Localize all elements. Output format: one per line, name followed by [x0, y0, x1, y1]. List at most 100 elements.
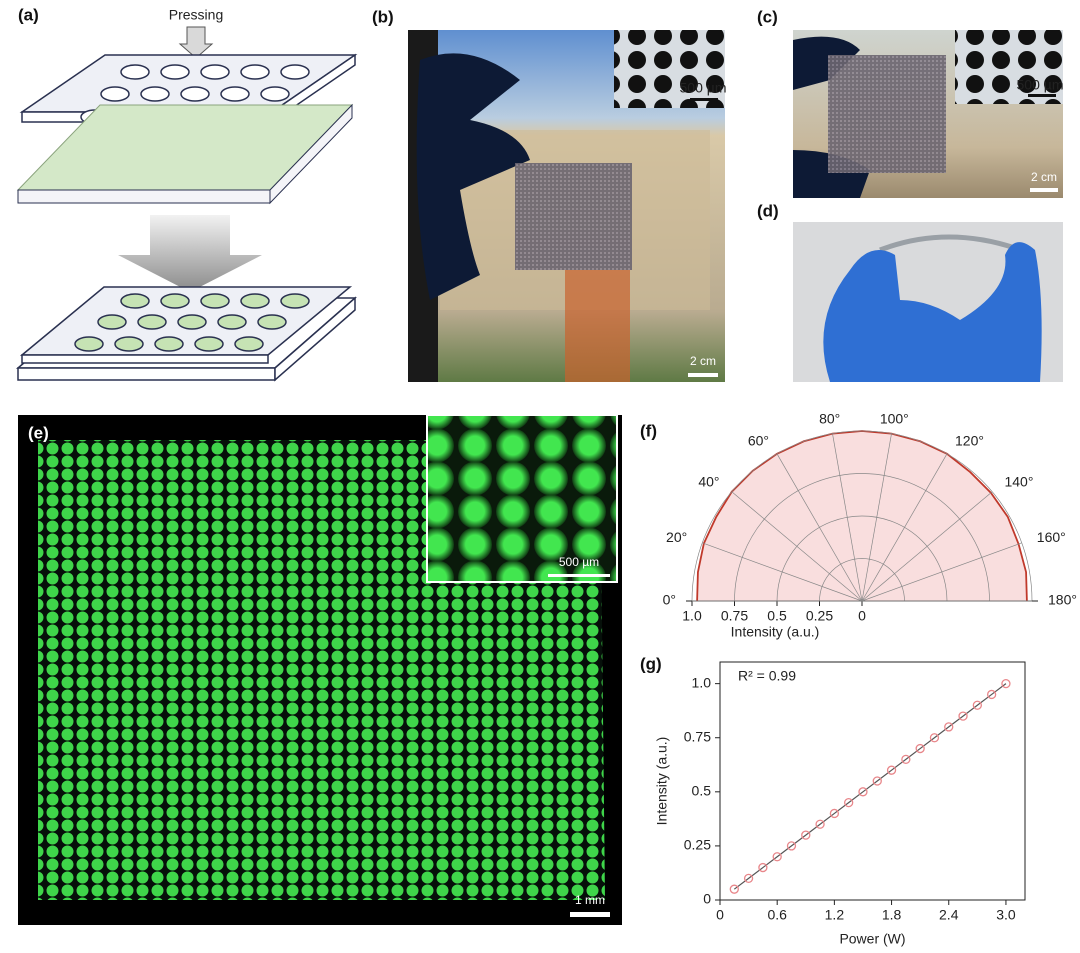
theta-tick-label: 80° [819, 410, 840, 426]
theta-tick-label: 180° [1048, 592, 1077, 608]
point [786, 841, 797, 851]
point [801, 830, 811, 840]
grid-arc [691, 430, 1033, 602]
arrow [178, 26, 214, 59]
panel-label: (f) [640, 421, 657, 440]
panel-c: (c) 500 µm 2 cm [757, 7, 1063, 198]
x-tick-label: 0 [716, 907, 724, 923]
theta-tick-label: 0° [663, 592, 676, 608]
charts: (f) 1.0 0.75 0.5 0.25 0 0° 20° 40° 60° 80° 100° 120°… [640, 410, 1077, 946]
y-tick-label: 0.5 [692, 783, 712, 799]
hole [220, 86, 250, 102]
hole [200, 64, 230, 80]
y-tick-label: 0.25 [684, 837, 711, 853]
scale-text: 2 cm [690, 354, 716, 368]
inset [955, 30, 1063, 104]
axis-title: Intensity (a.u.) [654, 737, 670, 826]
point [986, 689, 997, 700]
hole [160, 293, 190, 309]
grid-spoke [731, 491, 863, 602]
scale-text: 2 cm [1031, 170, 1057, 184]
panel-a: (a) Pressing [15, 5, 358, 382]
panel-d: (d) [757, 201, 1063, 382]
r-tick-label: 0 [858, 608, 866, 624]
grid-spoke [702, 542, 863, 602]
theta-tick-label: 120° [955, 432, 984, 448]
theta-tick-label: 140° [1004, 473, 1033, 489]
point [729, 884, 739, 894]
arrow [118, 215, 262, 292]
point [901, 754, 911, 765]
scale-text: 1 mm [575, 893, 605, 907]
panel-label: (e) [28, 423, 49, 442]
scale-bar [690, 98, 718, 101]
inset [614, 30, 725, 108]
x-tick-label: 3.0 [996, 907, 1016, 923]
theta-tick-label: 60° [748, 432, 769, 448]
scale-text: 500 µm [680, 80, 727, 96]
axis-title: Power (W) [839, 931, 905, 947]
r-tick-label: 1.0 [682, 608, 702, 624]
point [929, 733, 940, 743]
panel-e: (e) 500 µm 1 mm [18, 414, 622, 925]
point [944, 722, 954, 732]
grid-spoke [861, 491, 993, 602]
grid-spoke [861, 542, 1022, 602]
hole [100, 86, 130, 102]
grid-arc [819, 558, 905, 602]
sample [515, 163, 632, 270]
point [872, 776, 882, 786]
grid-spoke [776, 453, 863, 602]
axis-title: Intensity (a.u.) [731, 624, 820, 640]
y-tick-label: 0 [703, 891, 711, 907]
x-tick-label: 0.6 [767, 907, 787, 923]
r-tick-label: 0.75 [721, 608, 748, 624]
panel-label: (g) [640, 654, 662, 673]
point [915, 743, 925, 754]
panel-label: (c) [757, 7, 778, 26]
point [1001, 678, 1011, 689]
point [829, 808, 840, 819]
grid-arc [776, 515, 948, 602]
hole [140, 86, 170, 102]
grid-spoke [832, 433, 863, 602]
plate [19, 54, 358, 113]
scale-bar [548, 574, 610, 577]
hole [240, 64, 270, 80]
scale-bar [688, 373, 718, 377]
film [879, 234, 1016, 253]
hole [280, 64, 310, 80]
point [815, 819, 825, 829]
plot-frame [719, 661, 1026, 901]
x-tick-label: 1.8 [882, 907, 902, 923]
r-tick-label: 0.5 [767, 608, 787, 624]
sample [828, 55, 946, 173]
point [858, 787, 868, 797]
glove [793, 36, 870, 198]
point [886, 765, 897, 775]
hole [160, 64, 190, 80]
hole [177, 314, 207, 330]
scale-text: 500 µm [559, 555, 599, 569]
hole [154, 336, 184, 352]
glove [416, 53, 530, 301]
point [772, 852, 782, 862]
plate-edge [274, 296, 356, 382]
panel-label: (a) [18, 5, 39, 24]
hole [240, 293, 270, 309]
hole [217, 314, 247, 330]
grid-arc [734, 473, 990, 602]
scale-bar [1030, 188, 1058, 192]
hole [194, 336, 224, 352]
fit-line [733, 683, 1007, 890]
panel-label: (d) [757, 201, 779, 220]
plate-edge [17, 367, 276, 381]
glove [823, 242, 1042, 382]
grid-spoke [861, 433, 892, 602]
theta-tick-label: 20° [666, 529, 687, 545]
hole [137, 314, 167, 330]
scale-bar [1028, 94, 1056, 97]
x-tick-label: 2.4 [939, 907, 959, 923]
theta-tick-label: 160° [1037, 529, 1066, 545]
hole [260, 86, 290, 102]
